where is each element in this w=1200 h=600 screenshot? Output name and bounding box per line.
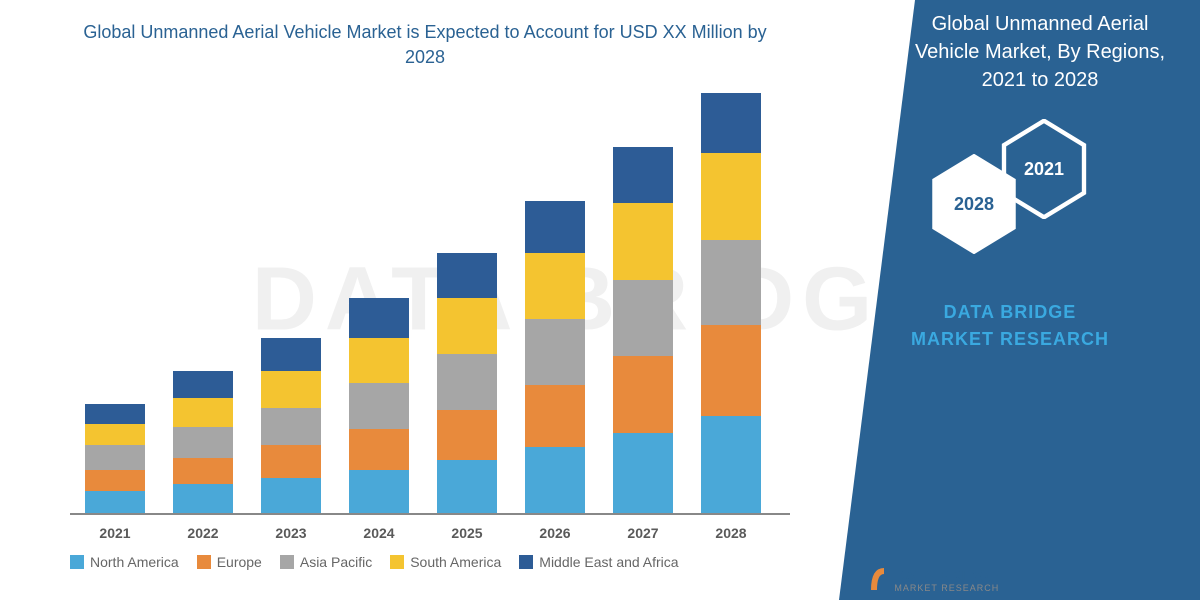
bar-segment (261, 478, 321, 513)
x-axis-label: 2021 (85, 525, 145, 541)
bar-segment (437, 460, 497, 514)
bar-group: 2027 (613, 147, 673, 513)
bar-segment (349, 470, 409, 513)
bar-segment (173, 371, 233, 398)
bar-group: 2026 (525, 201, 585, 513)
bar-segment (349, 338, 409, 384)
x-axis-label: 2025 (437, 525, 497, 541)
bar-group: 2028 (701, 93, 761, 513)
legend-item: South America (390, 554, 501, 570)
bar-segment (349, 298, 409, 337)
bar-segment (525, 447, 585, 513)
bar-segment (261, 371, 321, 408)
legend-item: Asia Pacific (280, 554, 372, 570)
bar-segment (437, 410, 497, 460)
bar-segment (85, 470, 145, 491)
hex2-label: 2021 (1024, 159, 1064, 180)
bar-segment (613, 147, 673, 203)
bar-segment (261, 445, 321, 478)
bar-segment (437, 354, 497, 410)
legend-label: North America (90, 554, 179, 570)
legend-swatch-icon (390, 555, 404, 569)
legend-swatch-icon (519, 555, 533, 569)
bar-group: 2023 (261, 338, 321, 514)
bar-segment (261, 408, 321, 445)
bar-segment (437, 298, 497, 354)
bar-segment (85, 424, 145, 445)
x-axis-label: 2022 (173, 525, 233, 541)
legend-swatch-icon (280, 555, 294, 569)
brand-text: DATA BRIDGE MARKET RESEARCH (820, 299, 1200, 353)
x-axis-label: 2023 (261, 525, 321, 541)
hexagon-2021: 2021 (1000, 119, 1088, 219)
bar-segment (701, 93, 761, 153)
bar-group: 2024 (349, 298, 409, 513)
chart-legend: North America Europe Asia Pacific South Ame… (70, 554, 810, 570)
bar-segment (613, 280, 673, 357)
bar-segment (85, 491, 145, 514)
legend-swatch-icon (197, 555, 211, 569)
bar-segment (525, 319, 585, 385)
chart-plot: 2021 2022 2023 2024 2025 2026 2027 2028 (70, 95, 790, 515)
bar-group: 2025 (437, 253, 497, 514)
chart-title: Global Unmanned Aerial Vehicle Market is… (40, 10, 810, 80)
legend-item: North America (70, 554, 179, 570)
bottom-logo: DATA BRIDGE MARKET RESEARCH (856, 565, 1000, 595)
bar-segment (349, 429, 409, 470)
bar-segment (701, 325, 761, 416)
x-axis-label: 2024 (349, 525, 409, 541)
bar-segment (613, 433, 673, 514)
legend-label: Asia Pacific (300, 554, 372, 570)
bar-segment (701, 416, 761, 513)
x-axis-label: 2027 (613, 525, 673, 541)
chart-container: Global Unmanned Aerial Vehicle Market is… (40, 10, 810, 570)
brand-line2: MARKET RESEARCH (820, 326, 1200, 353)
brand-line1: DATA BRIDGE (820, 299, 1200, 326)
bar-segment (701, 153, 761, 240)
bar-segment (173, 458, 233, 485)
bar-segment (613, 356, 673, 433)
logo-text: DATA BRIDGE (894, 567, 1000, 583)
bar-segment (701, 240, 761, 325)
panel-title: Global Unmanned Aerial Vehicle Market, B… (820, 0, 1200, 94)
x-axis-label: 2026 (525, 525, 585, 541)
logo-mark-icon (856, 565, 886, 595)
legend-item: Europe (197, 554, 262, 570)
bar-segment (525, 385, 585, 447)
bar-segment (437, 253, 497, 299)
bar-segment (349, 383, 409, 429)
legend-label: Europe (217, 554, 262, 570)
legend-label: Middle East and Africa (539, 554, 678, 570)
bar-segment (85, 445, 145, 470)
legend-label: South America (410, 554, 501, 570)
bar-group: 2022 (173, 371, 233, 514)
bar-segment (85, 404, 145, 425)
legend-item: Middle East and Africa (519, 554, 678, 570)
bar-segment (173, 398, 233, 427)
bar-segment (261, 338, 321, 371)
bar-segment (173, 484, 233, 513)
x-axis-label: 2028 (701, 525, 761, 541)
hexagon-group: 2028 2021 (910, 119, 1110, 269)
logo-subtext: MARKET RESEARCH (894, 583, 1000, 593)
bar-segment (525, 201, 585, 253)
hex1-label: 2028 (954, 194, 994, 215)
legend-swatch-icon (70, 555, 84, 569)
bar-segment (173, 427, 233, 458)
bar-group: 2021 (85, 404, 145, 514)
right-panel: Global Unmanned Aerial Vehicle Market, B… (820, 0, 1200, 600)
bar-segment (525, 253, 585, 319)
bar-segment (613, 203, 673, 280)
